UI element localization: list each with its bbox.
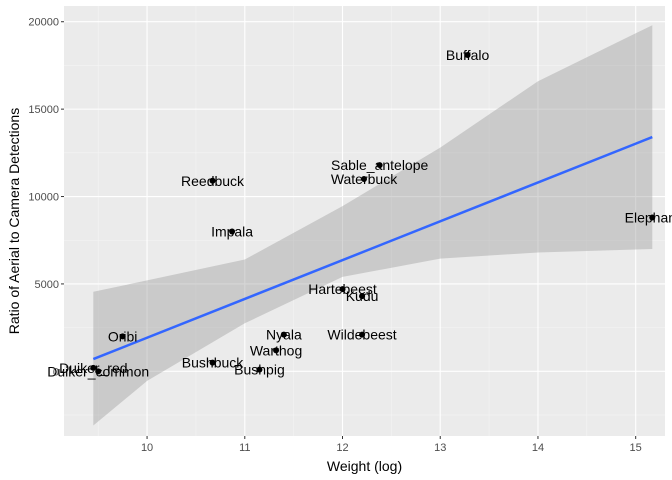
confidence-band (93, 25, 653, 426)
data-point-label: Impala (211, 223, 253, 239)
data-point (119, 333, 126, 340)
data-point (209, 177, 216, 184)
data-point (361, 176, 368, 183)
data-point (339, 286, 346, 293)
data-point (229, 228, 236, 235)
data-point (209, 359, 216, 366)
fit-line (92, 135, 653, 361)
data-points (90, 51, 656, 375)
x-tick-label: 13 (434, 442, 446, 454)
data-point-label: Hartebeest (308, 281, 377, 297)
data-point (280, 331, 287, 338)
data-point (95, 368, 102, 375)
data-point (273, 347, 280, 354)
data-point (90, 364, 97, 371)
x-tick-label: 15 (630, 442, 642, 454)
y-axis-title: Ratio of Aerial to Camera Detections (6, 108, 22, 334)
data-point-label: Buffalo (446, 47, 490, 63)
data-point-label: Oribi (108, 328, 138, 344)
data-point-label: Duiker_common (47, 363, 149, 379)
data-point-label: Nyala (266, 327, 302, 343)
data-point (359, 331, 366, 338)
data-point-label: Wildebeest (327, 327, 396, 343)
x-tick-label: 12 (336, 442, 348, 454)
y-tick-label: 20000 (28, 17, 59, 29)
data-point-label: Bushbuck (182, 355, 244, 371)
data-point-label: Waterbuck (331, 171, 398, 187)
x-tick-label: 11 (239, 442, 250, 454)
data-point (376, 162, 383, 169)
y-axis-ticks: 0 5000 10000 15000 20000 (28, 17, 64, 378)
y-tick-label: 0 (53, 366, 59, 378)
x-tick-label: 10 (141, 442, 153, 454)
data-point-label: Warthog (250, 342, 302, 358)
x-axis-ticks: 10 11 12 13 14 15 (141, 436, 642, 454)
data-point-label: Duiker_red (59, 360, 127, 376)
y-tick-label: 5000 (35, 279, 59, 291)
plot-panel (64, 6, 665, 436)
data-point-label: Reedbuck (181, 173, 245, 189)
minor-gridlines (64, 6, 665, 436)
data-point-label: Elephant (625, 210, 672, 226)
data-point-label: Bushpig (234, 362, 285, 378)
data-point (649, 214, 656, 221)
data-point (464, 51, 471, 58)
data-point (256, 366, 263, 373)
data-point (359, 293, 366, 300)
y-tick-label: 15000 (28, 104, 59, 116)
x-axis-title: Weight (log) (327, 458, 402, 474)
data-point-label: Sable_antelope (331, 157, 429, 173)
data-point-label: Kudu (346, 288, 379, 304)
x-tick-label: 14 (532, 442, 544, 454)
y-tick-label: 10000 (28, 192, 59, 204)
